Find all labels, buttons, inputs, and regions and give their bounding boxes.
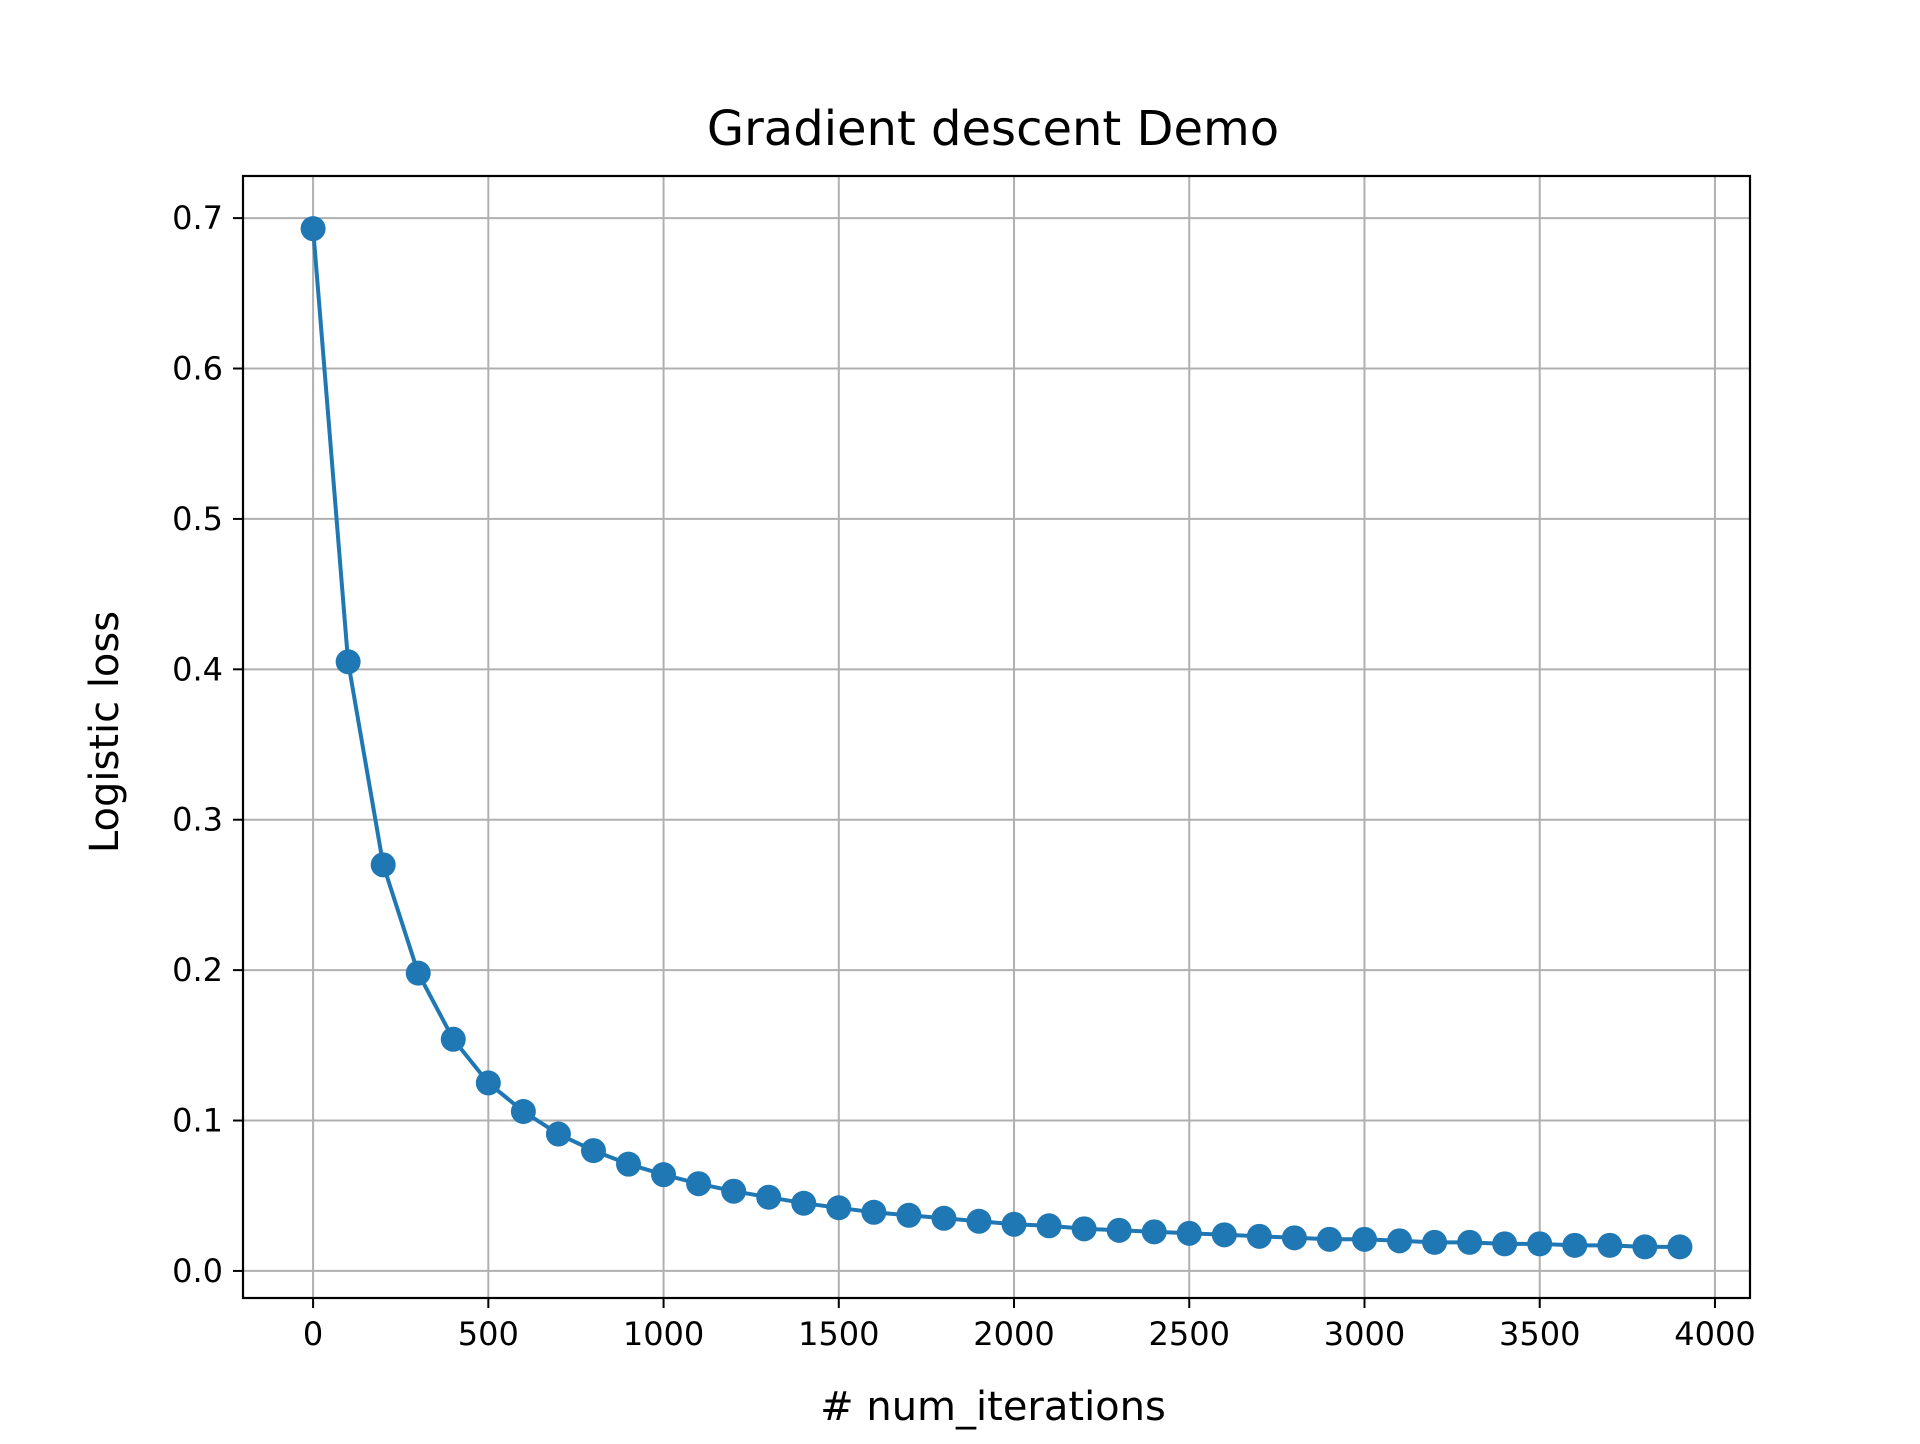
data-point [580,1138,606,1164]
data-point [405,960,431,986]
series-line-group [300,216,1693,1260]
data-point [651,1162,677,1188]
data-point [1106,1217,1132,1243]
data-point [1141,1219,1167,1245]
data-point [440,1026,466,1052]
data-point [1492,1231,1518,1257]
y-tick-label: 0.3 [172,801,223,839]
data-point [510,1099,536,1125]
y-axis-label: Logistic loss [82,611,128,853]
data-point [1387,1228,1413,1254]
y-tick-label: 0.7 [172,199,223,237]
plot-frame [241,174,1752,1300]
data-point [896,1202,922,1228]
x-axis-label: # num_iterations [820,1384,1166,1430]
data-point [791,1190,817,1216]
data-point [721,1178,747,1204]
data-point [545,1121,571,1147]
y-tick-label: 0.4 [172,650,223,688]
data-point [335,649,361,675]
x-tick-label: 3500 [1499,1315,1580,1353]
y-tick-label: 0.1 [172,1102,223,1140]
data-point [1036,1213,1062,1239]
data-point [931,1205,957,1231]
x-tick-label: 1000 [623,1315,704,1353]
data-point [1281,1225,1307,1251]
data-point [370,852,396,878]
data-point [966,1208,992,1234]
data-point [1562,1232,1588,1258]
data-point [1597,1232,1623,1258]
data-point [1211,1222,1237,1248]
data-point [1422,1229,1448,1255]
x-tick-label: 500 [458,1315,519,1353]
axis-ticks: 0 500 1000 1500 2000 2500 3000 3500 4000 0.0 0.1 0.… [172,199,1756,1353]
data-point [1316,1226,1342,1252]
series-line [311,228,1680,1249]
data-point [826,1195,852,1221]
data-point [475,1070,501,1096]
x-tick-label: 3000 [1324,1315,1405,1353]
x-tick-label: 4000 [1674,1315,1755,1353]
x-tick-label: 0 [303,1315,323,1353]
x-tick-label: 1500 [798,1315,879,1353]
y-tick-label: 0.0 [172,1252,223,1290]
data-point [1527,1231,1553,1257]
data-point [1176,1220,1202,1246]
grid-lines [243,176,1750,1298]
y-tick-label: 0.5 [172,500,223,538]
data-point [861,1199,887,1225]
data-point [1246,1223,1272,1249]
data-point [1667,1234,1693,1260]
x-tick-label: 2000 [973,1315,1054,1353]
y-tick-label: 0.2 [172,951,223,989]
y-tick-label: 0.6 [172,350,223,388]
data-point [1457,1229,1483,1255]
data-point [1351,1226,1377,1252]
data-point [1632,1234,1658,1260]
x-tick-label: 2500 [1149,1315,1230,1353]
data-point [300,216,326,242]
chart-title: Gradient descent Demo [707,101,1279,157]
data-point [1001,1211,1027,1237]
data-point [756,1184,782,1210]
data-point [1071,1216,1097,1242]
data-point [616,1151,642,1177]
data-point [686,1171,712,1197]
